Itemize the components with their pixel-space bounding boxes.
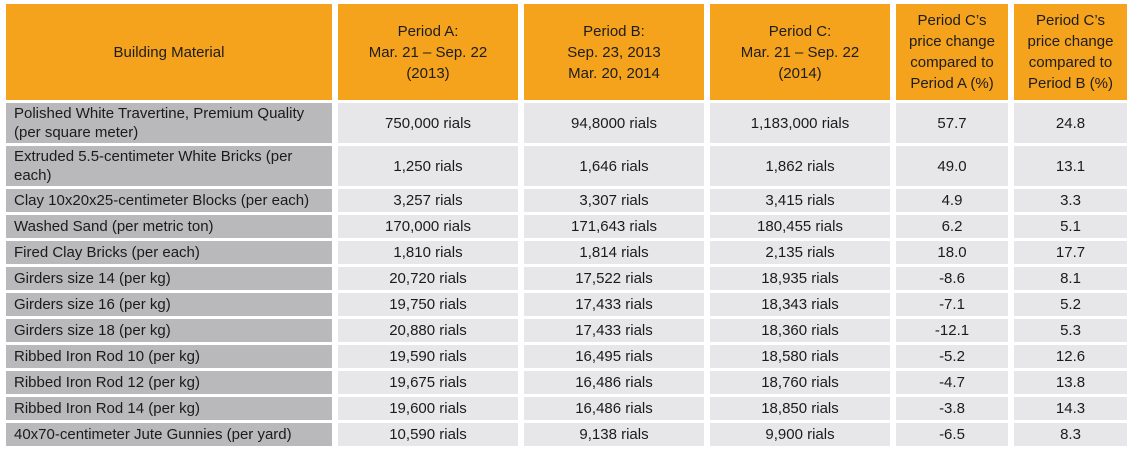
table-row: 40x70-centimeter Jute Gunnies (per yard)… <box>6 423 1127 446</box>
table-row: Washed Sand (per metric ton) 170,000 rial… <box>6 215 1127 238</box>
cell-period-a: 10,590 rials <box>338 423 518 446</box>
cell-material: Girders size 16 (per kg) <box>6 293 332 316</box>
cell-period-c: 3,415 rials <box>710 189 890 212</box>
cell-period-c: 18,935 rials <box>710 267 890 290</box>
cell-period-b: 17,433 rials <box>524 319 704 342</box>
table-row: Girders size 14 (per kg) 20,720 rials 17,5… <box>6 267 1127 290</box>
cell-period-b: 9,138 rials <box>524 423 704 446</box>
cell-period-a: 3,257 rials <box>338 189 518 212</box>
cell-period-a: 19,675 rials <box>338 371 518 394</box>
table-row: Ribbed Iron Rod 10 (per kg) 19,590 rials 1… <box>6 345 1127 368</box>
table-body: Polished White Travertine, Premium Quali… <box>6 103 1127 446</box>
cell-period-c: 18,580 rials <box>710 345 890 368</box>
column-header-material: Building Material <box>6 4 332 100</box>
cell-change-vs-b: 5.1 <box>1014 215 1127 238</box>
table-row: Fired Clay Bricks (per each) 1,810 rials 1… <box>6 241 1127 264</box>
cell-period-b: 171,643 rials <box>524 215 704 238</box>
cell-change-vs-b: 8.3 <box>1014 423 1127 446</box>
cell-period-b: 17,522 rials <box>524 267 704 290</box>
table-row: Ribbed Iron Rod 12 (per kg) 19,675 rials 1… <box>6 371 1127 394</box>
cell-change-vs-b: 14.3 <box>1014 397 1127 420</box>
column-header-period-b: Period B: Sep. 23, 2013 Mar. 20, 2014 <box>524 4 704 100</box>
cell-material: Ribbed Iron Rod 10 (per kg) <box>6 345 332 368</box>
cell-change-vs-a: -8.6 <box>896 267 1008 290</box>
column-header-change-vs-b: Period C’s price change compared to Peri… <box>1014 4 1127 100</box>
cell-period-a: 19,590 rials <box>338 345 518 368</box>
cell-period-c: 18,343 rials <box>710 293 890 316</box>
cell-change-vs-a: -12.1 <box>896 319 1008 342</box>
cell-material: Ribbed Iron Rod 12 (per kg) <box>6 371 332 394</box>
cell-material: Ribbed Iron Rod 14 (per kg) <box>6 397 332 420</box>
table-row: Girders size 16 (per kg) 19,750 rials 17,4… <box>6 293 1127 316</box>
cell-period-a: 1,810 rials <box>338 241 518 264</box>
column-header-period-a: Period A: Mar. 21 – Sep. 22 (2013) <box>338 4 518 100</box>
table-row: Polished White Travertine, Premium Quali… <box>6 103 1127 143</box>
cell-change-vs-a: 57.7 <box>896 103 1008 143</box>
cell-change-vs-b: 13.1 <box>1014 146 1127 186</box>
cell-change-vs-a: -6.5 <box>896 423 1008 446</box>
cell-period-b: 1,646 rials <box>524 146 704 186</box>
cell-change-vs-a: -5.2 <box>896 345 1008 368</box>
cell-change-vs-b: 5.3 <box>1014 319 1127 342</box>
cell-period-c: 18,850 rials <box>710 397 890 420</box>
cell-period-a: 1,250 rials <box>338 146 518 186</box>
cell-change-vs-a: 49.0 <box>896 146 1008 186</box>
cell-period-b: 16,486 rials <box>524 397 704 420</box>
cell-period-c: 1,183,000 rials <box>710 103 890 143</box>
cell-period-c: 180,455 rials <box>710 215 890 238</box>
cell-material: Clay 10x20x25-centimeter Blocks (per eac… <box>6 189 332 212</box>
cell-change-vs-b: 8.1 <box>1014 267 1127 290</box>
cell-change-vs-a: 4.9 <box>896 189 1008 212</box>
cell-material: Extruded 5.5-centimeter White Bricks (pe… <box>6 146 332 186</box>
cell-period-a: 19,750 rials <box>338 293 518 316</box>
cell-change-vs-b: 17.7 <box>1014 241 1127 264</box>
cell-period-b: 94,8000 rials <box>524 103 704 143</box>
cell-change-vs-a: -3.8 <box>896 397 1008 420</box>
cell-period-b: 17,433 rials <box>524 293 704 316</box>
cell-material: Girders size 14 (per kg) <box>6 267 332 290</box>
column-header-period-c: Period C: Mar. 21 – Sep. 22 (2014) <box>710 4 890 100</box>
cell-period-c: 2,135 rials <box>710 241 890 264</box>
header-row: Building Material Period A: Mar. 21 – Sep… <box>6 4 1127 100</box>
cell-period-c: 18,360 rials <box>710 319 890 342</box>
cell-change-vs-b: 24.8 <box>1014 103 1127 143</box>
building-materials-price-table: Building Material Period A: Mar. 21 – Sep… <box>0 1 1133 449</box>
cell-material: Fired Clay Bricks (per each) <box>6 241 332 264</box>
cell-change-vs-b: 13.8 <box>1014 371 1127 394</box>
cell-change-vs-a: -7.1 <box>896 293 1008 316</box>
cell-period-a: 750,000 rials <box>338 103 518 143</box>
column-header-change-vs-a: Period C’s price change compared to Peri… <box>896 4 1008 100</box>
cell-material: Girders size 18 (per kg) <box>6 319 332 342</box>
cell-material: Washed Sand (per metric ton) <box>6 215 332 238</box>
table-row: Extruded 5.5-centimeter White Bricks (pe… <box>6 146 1127 186</box>
cell-period-b: 16,486 rials <box>524 371 704 394</box>
table-row: Girders size 18 (per kg) 20,880 rials 17,4… <box>6 319 1127 342</box>
table-row: Clay 10x20x25-centimeter Blocks (per eac… <box>6 189 1127 212</box>
cell-change-vs-a: 18.0 <box>896 241 1008 264</box>
cell-period-c: 1,862 rials <box>710 146 890 186</box>
cell-material: 40x70-centimeter Jute Gunnies (per yard) <box>6 423 332 446</box>
cell-change-vs-a: -4.7 <box>896 371 1008 394</box>
cell-change-vs-b: 12.6 <box>1014 345 1127 368</box>
cell-period-a: 170,000 rials <box>338 215 518 238</box>
cell-period-b: 1,814 rials <box>524 241 704 264</box>
cell-material: Polished White Travertine, Premium Quali… <box>6 103 332 143</box>
cell-period-a: 20,880 rials <box>338 319 518 342</box>
cell-period-c: 9,900 rials <box>710 423 890 446</box>
cell-change-vs-b: 5.2 <box>1014 293 1127 316</box>
cell-change-vs-a: 6.2 <box>896 215 1008 238</box>
cell-period-b: 3,307 rials <box>524 189 704 212</box>
cell-period-b: 16,495 rials <box>524 345 704 368</box>
cell-period-a: 20,720 rials <box>338 267 518 290</box>
cell-change-vs-b: 3.3 <box>1014 189 1127 212</box>
cell-period-a: 19,600 rials <box>338 397 518 420</box>
cell-period-c: 18,760 rials <box>710 371 890 394</box>
table-row: Ribbed Iron Rod 14 (per kg) 19,600 rials 1… <box>6 397 1127 420</box>
